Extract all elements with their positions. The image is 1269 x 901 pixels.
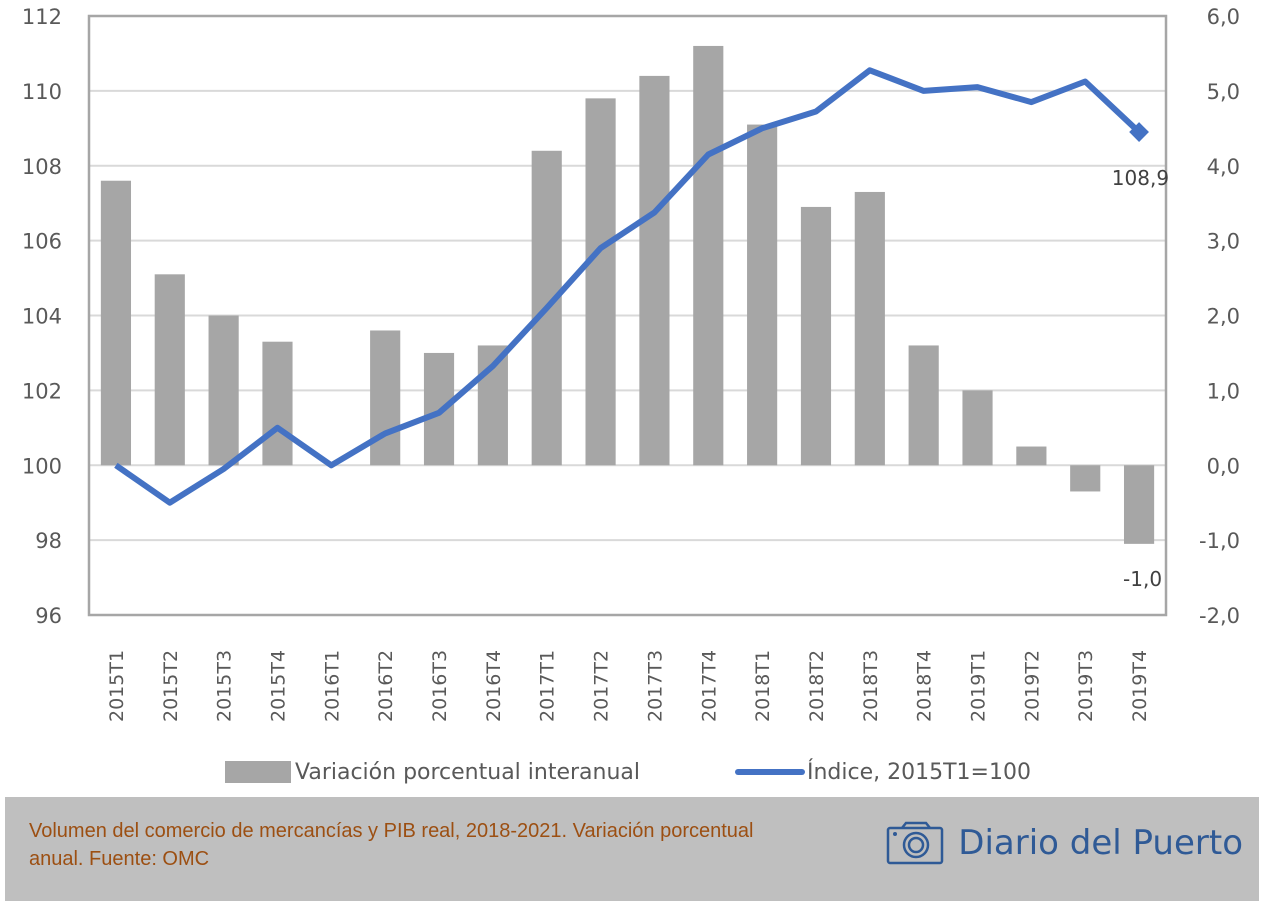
x-tick-label: 2019T2 [1021,650,1043,722]
right-tick-label: 0,0 [1207,454,1240,478]
x-tick-label: 2015T1 [106,650,128,722]
legend-swatch-bar [225,761,291,783]
camera-icon [887,821,944,865]
x-tick-label: 2016T4 [483,650,505,722]
bar [100,180,132,466]
bar [962,390,993,466]
bar [854,191,885,466]
left-tick-label: 100 [22,454,62,478]
bar [800,206,832,466]
right-tick-label: 5,0 [1207,80,1240,104]
brand-logo: Diario del Puerto [886,821,1243,865]
plot-frame [87,14,1168,617]
x-tick-label: 2017T3 [644,650,666,722]
gridlines [89,89,1166,542]
x-tick-label: 2015T4 [267,650,289,722]
x-tick-label: 2016T2 [375,650,397,722]
right-tick-label: 3,0 [1207,230,1240,254]
legend-label-bars: Variación porcentual interanual [295,759,641,785]
bar [908,345,939,466]
data-labels: 108,9 -1,0 [1112,166,1169,591]
bar [693,45,724,466]
line-series [114,67,1149,506]
left-tick-label: 102 [22,379,62,403]
legend-label-line: Índice, 2015T1=100 [807,759,1031,785]
x-tick-label: 2015T3 [214,650,236,722]
bar [370,330,401,466]
left-tick-label: 108 [22,155,62,179]
chart-caption: Volumen del comercio de mercancías y PIB… [29,820,754,870]
bar [154,274,185,466]
bar [639,75,670,466]
x-tick-label: 2017T1 [537,650,559,722]
left-tick-label: 106 [22,230,62,254]
line-data-label: 108,9 [1112,166,1169,190]
legend-item-bars: Variación porcentual interanual [225,752,640,792]
x-tick-label: 2018T2 [806,650,828,722]
footer-banner: Volumen del comercio de mercancías y PIB… [5,797,1259,901]
bar [585,98,616,466]
x-tick-label: 2019T4 [1129,650,1151,722]
right-tick-label: 6,0 [1207,5,1240,29]
left-tick-label: 98 [35,529,62,553]
bar [1123,465,1155,544]
x-tick-label: 2018T3 [860,650,882,722]
index-line [114,67,1142,506]
x-tick-label: 2016T1 [321,650,343,722]
left-tick-label: 104 [22,305,62,329]
brand-name: Diario del Puerto [958,823,1243,863]
legend: Variación porcentual interanual Índice, … [0,752,1269,792]
bar-data-label: -1,0 [1123,567,1162,591]
x-tick-label: 2017T2 [591,650,613,722]
bar [747,124,778,466]
right-tick-label: -1,0 [1199,529,1240,553]
left-axis-ticks: 96 98 100 102 104 106 108 110 112 [22,5,62,628]
x-tick-label: 2015T2 [160,650,182,722]
bar [208,315,239,466]
left-tick-label: 112 [22,5,62,29]
legend-item-line: Índice, 2015T1=100 [735,752,1031,792]
x-axis-ticks: 2015T1 2015T2 2015T3 2015T4 2016T1 2016T2 2016… [106,650,1151,722]
line-point-marker [1129,122,1149,142]
bar [262,341,293,466]
left-tick-label: 96 [35,604,62,628]
right-tick-label: -2,0 [1199,604,1240,628]
right-tick-label: 1,0 [1207,379,1240,403]
x-tick-label: 2018T4 [914,650,936,722]
bar-series [100,45,1155,544]
right-tick-label: 4,0 [1207,155,1240,179]
legend-swatch-line [735,769,805,775]
right-tick-label: 2,0 [1207,305,1240,329]
right-axis-ticks: -2,0 -1,0 0,0 1,0 2,0 3,0 4,0 5,0 6,0 [1199,5,1240,628]
bar [1016,446,1047,466]
plot-border [87,14,1168,617]
left-tick-label: 110 [22,80,62,104]
combo-chart: 96 98 100 102 104 106 108 110 112 -2,0 -1,0 0,0 1,0… [22,5,1240,722]
bar [1070,465,1101,492]
x-tick-label: 2019T1 [968,650,990,722]
x-tick-label: 2018T1 [752,650,774,722]
x-tick-label: 2016T3 [429,650,451,722]
x-tick-label: 2017T4 [698,650,720,722]
x-tick-label: 2019T3 [1075,650,1097,722]
